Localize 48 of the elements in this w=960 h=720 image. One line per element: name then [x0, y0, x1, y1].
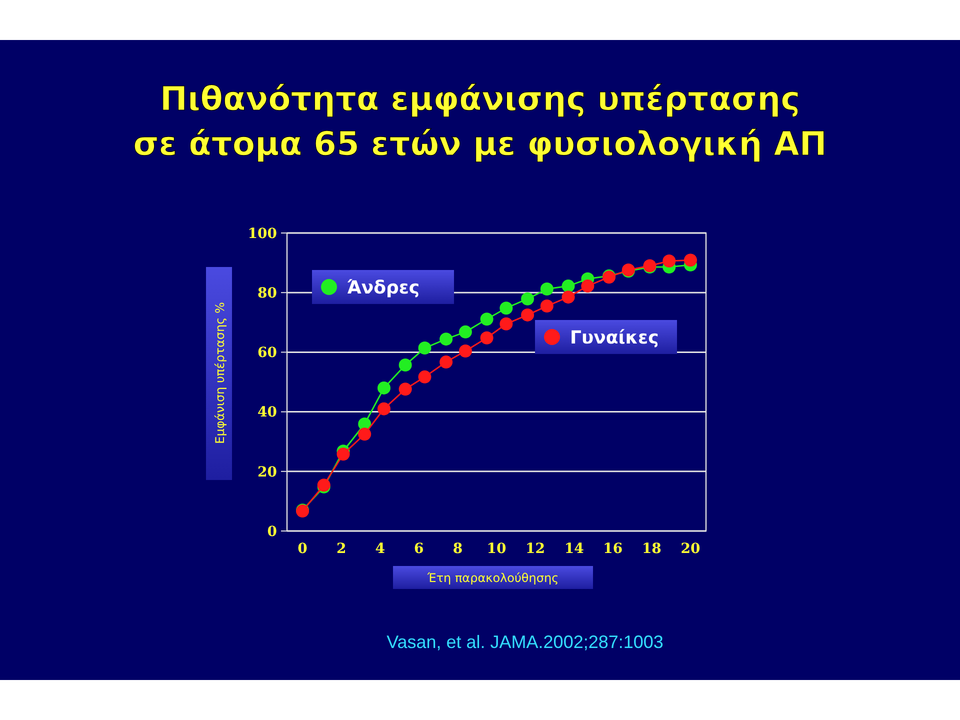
chart-title: Πιθανότητα εμφάνισης υπέρτασης σε άτομα 65 ετών με φυσιολογική ΑΠ	[133, 79, 827, 163]
legend-label: Γυναίκες	[570, 327, 659, 348]
x-tick-label: 4	[375, 541, 386, 557]
x-tick-label: 18	[642, 541, 662, 557]
point	[662, 254, 676, 268]
y-tick-label: 60	[258, 345, 278, 362]
point	[540, 282, 554, 296]
point	[562, 280, 575, 293]
x-tick-label: 10	[486, 541, 506, 557]
point	[480, 312, 494, 326]
point	[377, 402, 390, 416]
point	[440, 332, 453, 346]
x-axis-title: Έτη παρακολούθησης	[426, 571, 559, 586]
x-tick-label: 20	[680, 541, 700, 557]
point	[440, 356, 453, 369]
point	[480, 331, 494, 344]
point	[500, 302, 513, 315]
point	[377, 381, 390, 394]
x-tick-label: 12	[526, 541, 546, 557]
point	[398, 358, 412, 372]
x-tick-label: 8	[452, 541, 463, 557]
point	[581, 280, 594, 293]
point	[540, 300, 554, 313]
point	[336, 448, 350, 461]
text: Vasan, et al. JAMA.2002;287:1003	[386, 632, 664, 652]
point	[418, 342, 432, 355]
y-tick-label: 80	[258, 286, 278, 302]
y-tick-label: 40	[258, 404, 278, 421]
point	[562, 290, 575, 304]
y-tick-label: 20	[258, 464, 278, 480]
x-tick-label: 14	[564, 541, 584, 557]
point	[521, 308, 534, 322]
point	[684, 254, 697, 267]
x-tick-label: 6	[414, 541, 424, 557]
legend-label: Άνδρες	[347, 277, 420, 298]
point	[358, 428, 372, 441]
x-tick-label: 16	[603, 541, 623, 557]
y-axis-title: Εμφάνιση υπέρτασης %	[213, 302, 227, 444]
x-tick-label: 2	[336, 541, 346, 557]
point	[500, 317, 513, 330]
point	[398, 382, 412, 396]
point	[458, 325, 472, 338]
point	[458, 344, 472, 358]
x-tick-label: 0	[298, 541, 308, 557]
y-tick-label: 0	[267, 524, 278, 540]
y-tick-label: 100	[248, 226, 278, 242]
point	[418, 370, 432, 384]
point	[521, 292, 534, 306]
